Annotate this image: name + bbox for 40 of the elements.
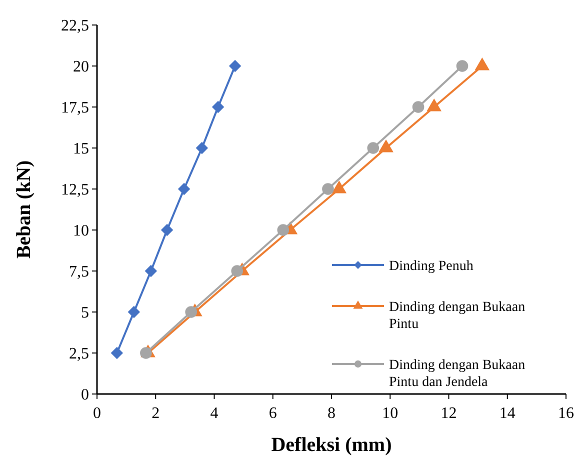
y-tick-label: 20 <box>73 58 89 76</box>
y-tick-label: 17,5 <box>61 100 89 117</box>
point <box>322 183 334 195</box>
point <box>367 142 380 154</box>
legend-label: Dinding dengan Bukaan Pintu dan Jendela <box>389 358 526 390</box>
x-tick-label: 4 <box>210 405 218 422</box>
point <box>178 182 190 196</box>
point <box>228 60 242 72</box>
point <box>212 100 224 114</box>
y-tick-label: 0 <box>81 386 89 404</box>
y-tick-label: 10 <box>73 222 89 240</box>
x-axis-title: Defleksi (mm) <box>271 434 392 456</box>
point <box>128 306 140 318</box>
point <box>185 306 198 318</box>
point <box>277 224 290 236</box>
y-tick-label: 22,5 <box>61 18 89 35</box>
x-tick-label: 12 <box>440 405 457 422</box>
y-tick-label: 15 <box>73 140 89 158</box>
legend-label: Dinding dengan Bukaan Pintu <box>389 300 526 332</box>
legend-label: Dinding Penuh <box>389 258 474 274</box>
point <box>160 224 174 236</box>
point <box>196 142 208 154</box>
point <box>140 347 152 359</box>
point <box>412 101 424 113</box>
y-tick-label: 2,5 <box>69 346 89 363</box>
y-axis-title: Beban (kN) <box>13 160 35 259</box>
point <box>110 346 124 360</box>
point <box>231 265 244 277</box>
x-tick-label: 6 <box>268 405 277 422</box>
point <box>456 60 468 72</box>
x-tick-label: 2 <box>152 405 160 422</box>
point <box>144 264 158 278</box>
x-tick-label: 16 <box>558 405 574 422</box>
x-tick-label: 8 <box>328 405 336 422</box>
x-tick-label: 14 <box>499 405 516 422</box>
x-tick-label: 0 <box>93 405 101 422</box>
y-tick-label: 5 <box>81 304 89 322</box>
x-tick-label: 10 <box>382 405 398 422</box>
y-tick-label: 12,5 <box>61 182 89 199</box>
y-tick-label: 7,5 <box>69 264 89 281</box>
